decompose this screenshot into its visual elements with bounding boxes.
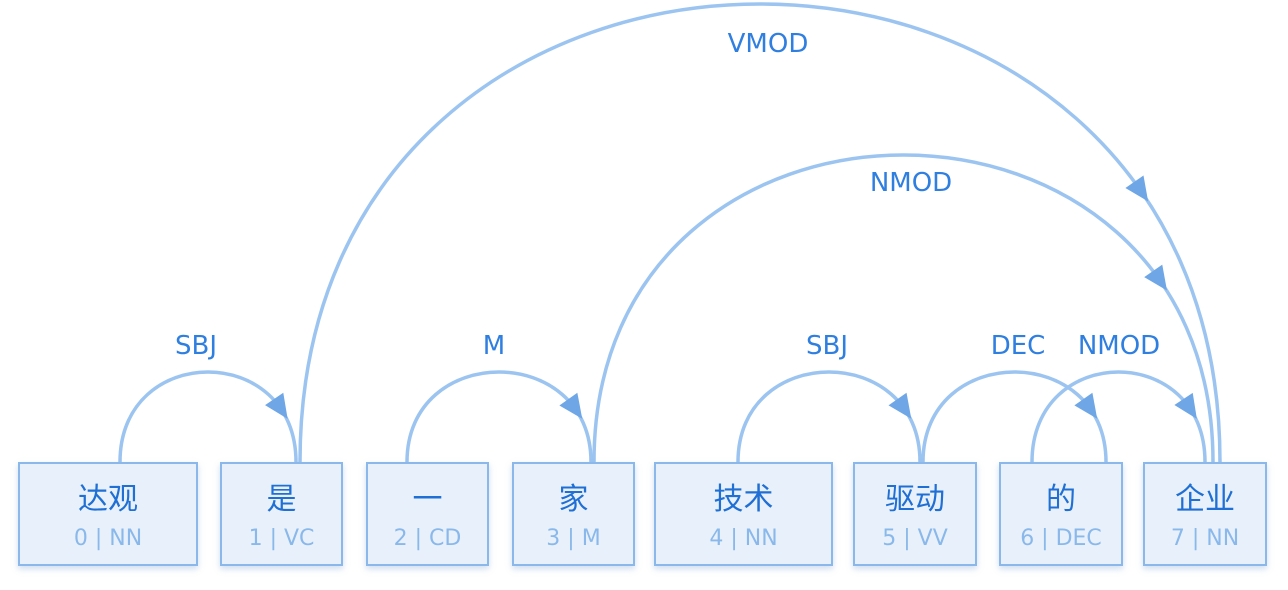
token-box: 技术 4 | NN <box>654 462 833 566</box>
dependency-arc <box>736 370 922 463</box>
tag-separator: | <box>560 526 582 551</box>
token-word: 技术 <box>713 482 774 517</box>
token-pos: VV <box>917 526 948 551</box>
arc-label: VMOD <box>728 29 809 59</box>
token-word: 企业 <box>1175 482 1235 517</box>
tag-separator: | <box>723 526 745 551</box>
arrowhead-icon <box>1174 392 1197 419</box>
arrowhead-icon <box>1125 175 1149 202</box>
token-word: 达观 <box>78 482 138 517</box>
token-box: 企业 7 | NN <box>1143 462 1267 566</box>
token-tag: 6 | DEC <box>1001 526 1121 552</box>
token-word: 家 <box>558 482 589 517</box>
token-index: 7 <box>1170 526 1185 551</box>
token-tag: 0 | NN <box>20 526 196 552</box>
token-pos: CD <box>429 526 462 551</box>
token-pos: NN <box>1206 526 1240 551</box>
token-tag: 3 | M <box>514 526 633 552</box>
arc-label: NMOD <box>870 168 952 198</box>
dependency-arc <box>118 370 298 463</box>
token-box: 达观 0 | NN <box>18 462 198 566</box>
token-index: 4 <box>709 526 724 551</box>
token-word: 的 <box>1046 482 1076 517</box>
arc-label: DEC <box>991 331 1046 361</box>
token-index: 1 <box>248 526 263 551</box>
arc-label: SBJ <box>175 331 217 361</box>
tag-separator: | <box>1034 526 1056 551</box>
tag-separator: | <box>1184 526 1207 551</box>
dependency-arc <box>1030 370 1207 463</box>
tag-separator: | <box>407 526 430 551</box>
arc-label: NMOD <box>1078 331 1160 361</box>
token-word: 驱动 <box>885 482 945 517</box>
arc-label: M <box>483 331 505 361</box>
arc-label: SBJ <box>806 331 848 361</box>
token-index: 5 <box>882 526 897 551</box>
token-word: 是 <box>266 482 297 517</box>
dependency-arc <box>592 153 1215 463</box>
token-index: 2 <box>393 526 408 551</box>
token-pos: VC <box>283 526 315 551</box>
token-word: 一 <box>412 482 443 517</box>
token-box: 驱动 5 | VV <box>853 462 977 566</box>
token-index: 6 <box>1020 526 1035 551</box>
arrowhead-icon <box>1144 264 1167 291</box>
tag-separator: | <box>896 526 918 551</box>
token-tag: 4 | NN <box>656 526 831 552</box>
token-pos: NN <box>744 526 778 551</box>
token-pos: NN <box>109 526 143 551</box>
dependency-arc <box>921 370 1108 463</box>
token-tag: 2 | CD <box>368 526 487 552</box>
tag-separator: | <box>262 526 284 551</box>
token-tag: 1 | VC <box>222 526 341 552</box>
token-index: 3 <box>546 526 561 551</box>
token-pos: M <box>581 526 601 551</box>
token-box: 家 3 | M <box>512 462 635 566</box>
token-tag: 7 | NN <box>1145 526 1265 552</box>
dependency-arc <box>405 370 593 463</box>
arrowhead-icon <box>1074 392 1098 419</box>
token-tag: 5 | VV <box>855 526 975 552</box>
arrowhead-icon <box>888 392 912 419</box>
arrowhead-icon <box>559 392 583 419</box>
arrowhead-icon <box>265 392 288 419</box>
token-pos: DEC <box>1055 526 1102 551</box>
token-index: 0 <box>73 526 88 551</box>
dependency-arc <box>298 2 1222 463</box>
tag-separator: | <box>87 526 110 551</box>
